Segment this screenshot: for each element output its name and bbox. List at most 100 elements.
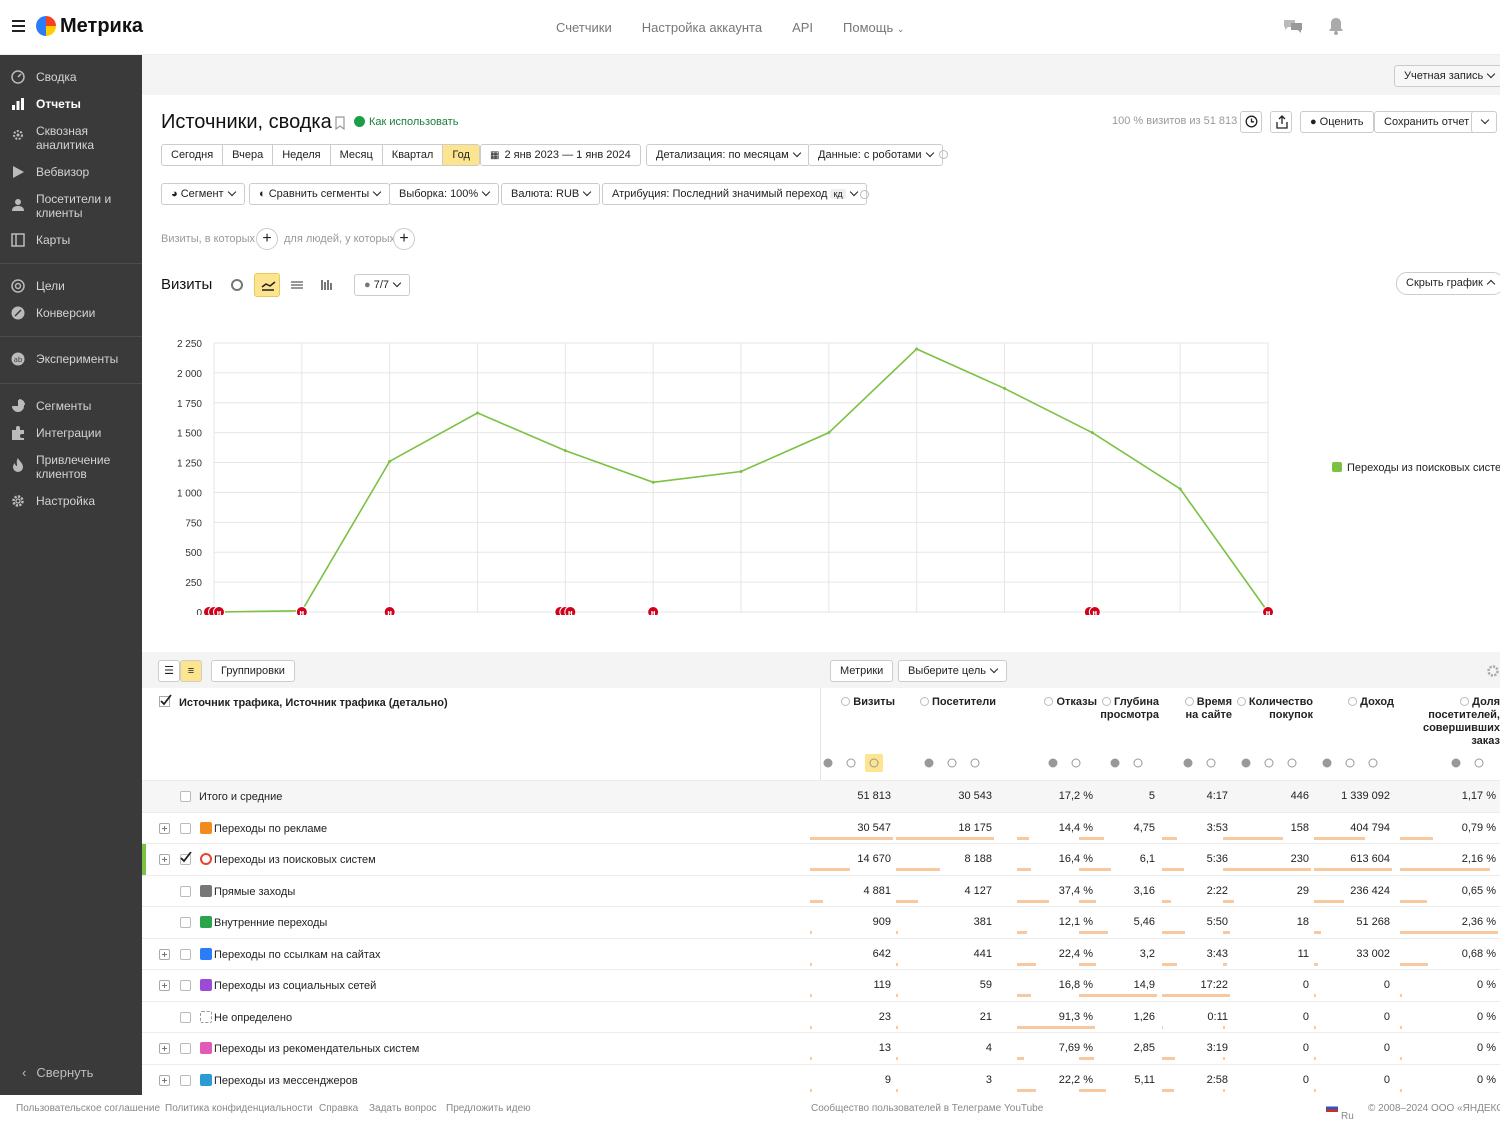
robots-dropdown[interactable]: Данные: с роботами (808, 144, 943, 166)
help-icon[interactable] (920, 697, 930, 706)
groupings-button[interactable]: Группировки (211, 660, 295, 682)
pie-icon[interactable] (1237, 754, 1255, 772)
sidebar-item-goals[interactable]: Цели (0, 279, 142, 293)
row-checkbox[interactable] (180, 980, 191, 991)
totals-row[interactable]: Итого и средние 51 813 30 543 17,2 % 5 4:17 44… (142, 780, 1500, 812)
currency-dropdown[interactable]: Валюта: RUB (501, 183, 601, 205)
language-switch[interactable]: Ru (1326, 1103, 1354, 1122)
sidebar-item-maps[interactable]: Карты (0, 233, 142, 247)
nav-account-settings[interactable]: Настройка аккаунта (641, 20, 763, 35)
table-row[interactable]: Переходы по рекламе 30 547 18 175 14,4 % 4,7… (142, 811, 1500, 843)
table-row[interactable]: Переходы из рекомендательных систем 13 4 7,… (142, 1032, 1500, 1064)
row-checkbox[interactable] (180, 1011, 191, 1023)
dimension-header[interactable]: Источник трафика, Источник трафика (дета… (179, 697, 448, 709)
sidebar-item-webvisor[interactable]: Вебвизор (0, 165, 142, 179)
expand-icon[interactable] (159, 980, 170, 991)
data-point[interactable] (1003, 386, 1006, 390)
data-point[interactable] (739, 470, 743, 474)
column-header[interactable]: Глубина просмотра (1100, 696, 1159, 721)
tree-view-button[interactable]: ≡ (180, 660, 202, 682)
data-point[interactable] (476, 411, 479, 415)
choose-goal-dropdown[interactable]: Выберите цель (898, 660, 1007, 682)
row-checkbox[interactable] (180, 917, 191, 928)
save-options-button[interactable] (1471, 111, 1497, 133)
nav-counters[interactable]: Счетчики (556, 20, 612, 35)
attribution-dropdown[interactable]: Атрибуция: Последний значимый переход кд (602, 183, 867, 205)
bar-chart-icon[interactable] (1470, 754, 1488, 772)
row-checkbox[interactable] (180, 1074, 191, 1086)
period-week[interactable]: Неделя (273, 145, 331, 165)
footer-link-idea[interactable]: Предложить идею (446, 1103, 531, 1114)
export-button[interactable] (1270, 111, 1292, 133)
segment-dropdown[interactable]: ◕ Сегмент (161, 183, 245, 205)
help-icon[interactable] (1044, 697, 1054, 706)
settings-icon[interactable] (1486, 664, 1500, 678)
nav-help[interactable]: Помощь ⌄ (843, 20, 905, 35)
add-people-filter-button[interactable]: + (393, 228, 415, 250)
percent-icon[interactable] (1260, 754, 1278, 772)
hide-chart-button[interactable]: Скрыть график (1396, 272, 1500, 295)
column-header[interactable]: Посетители (906, 696, 996, 709)
period-yesterday[interactable]: Вчера (223, 145, 274, 165)
sidebar-item-acquisition[interactable]: Привлечение клиентов (0, 453, 120, 481)
annotation-marker[interactable]: н (1088, 606, 1101, 616)
row-checkbox[interactable] (180, 822, 191, 834)
annotation-marker[interactable]: н (564, 606, 577, 616)
row-checkbox[interactable] (180, 1043, 191, 1054)
pie-view-button[interactable] (224, 273, 250, 297)
footer-link-telegram[interactable]: Сообщество пользователей в Телеграме (811, 1103, 1002, 1114)
help-icon[interactable] (1102, 697, 1112, 706)
footer-link-terms[interactable]: Пользовательское соглашение (16, 1103, 161, 1114)
help-icon[interactable] (939, 150, 948, 159)
date-range-button[interactable]: ▦ 2 янв 2023 — 1 янв 2024 (480, 144, 641, 166)
bar-view-button[interactable] (314, 273, 340, 297)
footer-link-help[interactable]: Справка (319, 1103, 359, 1114)
percent-icon[interactable] (842, 754, 860, 772)
data-point[interactable] (388, 459, 392, 463)
period-today[interactable]: Сегодня (162, 145, 224, 165)
expand-icon[interactable] (159, 1074, 170, 1086)
table-row[interactable]: Не определено 23 21 91,3 % 1,26 0:11 0 0 0 % (142, 1000, 1500, 1032)
annotation-marker[interactable]: н (1262, 606, 1274, 616)
data-point[interactable] (1090, 431, 1094, 435)
data-point[interactable] (651, 480, 655, 484)
annotation-marker[interactable]: н (647, 606, 660, 616)
table-row[interactable]: Переходы по ссылкам на сайтах 642 441 22,4 … (142, 937, 1500, 969)
expand-icon[interactable] (159, 1043, 170, 1054)
line-view-button[interactable] (254, 273, 280, 297)
column-header[interactable]: Визиты (820, 696, 895, 709)
pie-icon[interactable] (1179, 754, 1197, 772)
save-report-button[interactable]: Сохранить отчет (1374, 111, 1480, 133)
account-button[interactable]: Учетная запись (1394, 65, 1500, 87)
checkmark-icon[interactable] (159, 694, 172, 707)
bell-icon[interactable] (1328, 17, 1344, 35)
compare-segments-dropdown[interactable]: ◐ Сравнить сегменты (249, 183, 391, 205)
help-icon[interactable] (860, 190, 869, 199)
table-row[interactable]: Переходы из мессенджеров 9 3 22,2 % 5,11 2:58… (142, 1063, 1500, 1095)
annotation-marker[interactable]: н (383, 606, 396, 616)
help-icon[interactable] (1184, 697, 1194, 706)
table-row[interactable]: Переходы из поисковых систем 14 670 8 188 1… (142, 843, 1500, 875)
sidebar-item-integrations[interactable]: Интеграции (0, 426, 142, 440)
bar-chart-icon[interactable] (1067, 754, 1085, 772)
detail-dropdown[interactable]: Детализация: по месяцам (646, 144, 810, 166)
pie-icon[interactable] (1447, 754, 1465, 772)
column-header[interactable]: Доход (1324, 696, 1394, 709)
row-checkbox[interactable] (180, 791, 191, 802)
help-icon[interactable] (1236, 697, 1246, 706)
chat-icon[interactable] (1283, 18, 1303, 34)
bar-chart-icon[interactable] (1364, 754, 1382, 772)
data-point[interactable] (915, 347, 919, 351)
column-header[interactable]: Отказы (1027, 696, 1097, 709)
column-header[interactable]: Время на сайте (1184, 696, 1232, 721)
legend-checkbox[interactable] (1332, 462, 1342, 472)
footer-link-privacy[interactable]: Политика конфиденциальности (165, 1103, 313, 1114)
column-header[interactable]: Доля посетителей, совершивших заказ (1422, 696, 1500, 747)
table-row[interactable]: Внутренние переходы 909 381 12,1 % 5,46 5:50 1… (142, 906, 1500, 938)
pie-icon[interactable] (1044, 754, 1062, 772)
sidebar-item-conversions[interactable]: Конверсии (0, 306, 142, 320)
help-icon[interactable] (1460, 697, 1470, 706)
chart-legend[interactable]: Переходы из поисковых систем (1332, 462, 1500, 474)
sidebar-item-endtoend[interactable]: Сквозная аналитика (0, 124, 110, 152)
annotation-marker[interactable]: н (213, 606, 225, 616)
